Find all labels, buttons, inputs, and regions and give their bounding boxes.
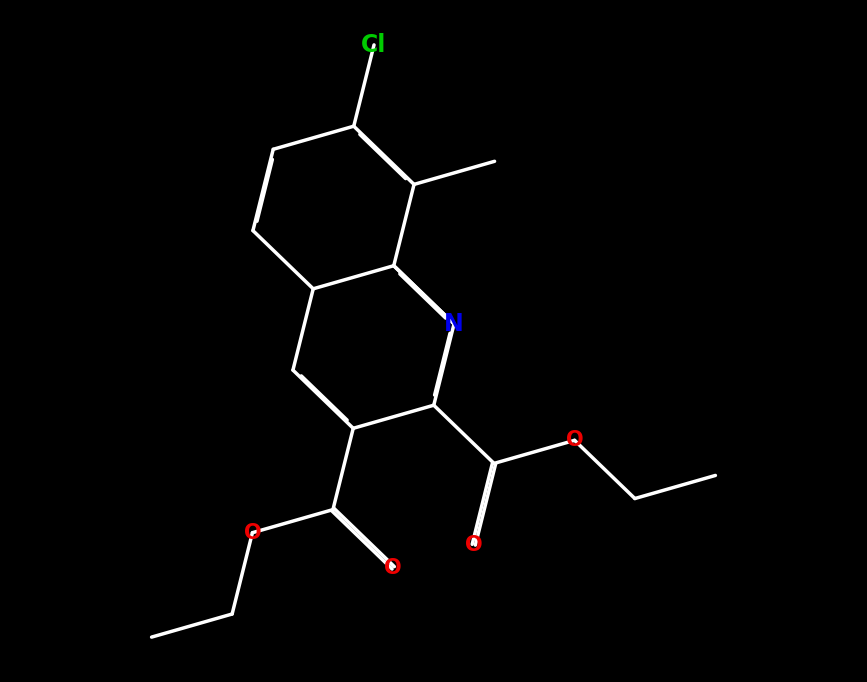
- Text: N: N: [444, 312, 464, 336]
- Text: O: O: [465, 535, 483, 554]
- Text: O: O: [384, 558, 402, 578]
- Text: O: O: [244, 522, 261, 543]
- Text: Cl: Cl: [362, 33, 387, 57]
- Text: O: O: [566, 430, 583, 450]
